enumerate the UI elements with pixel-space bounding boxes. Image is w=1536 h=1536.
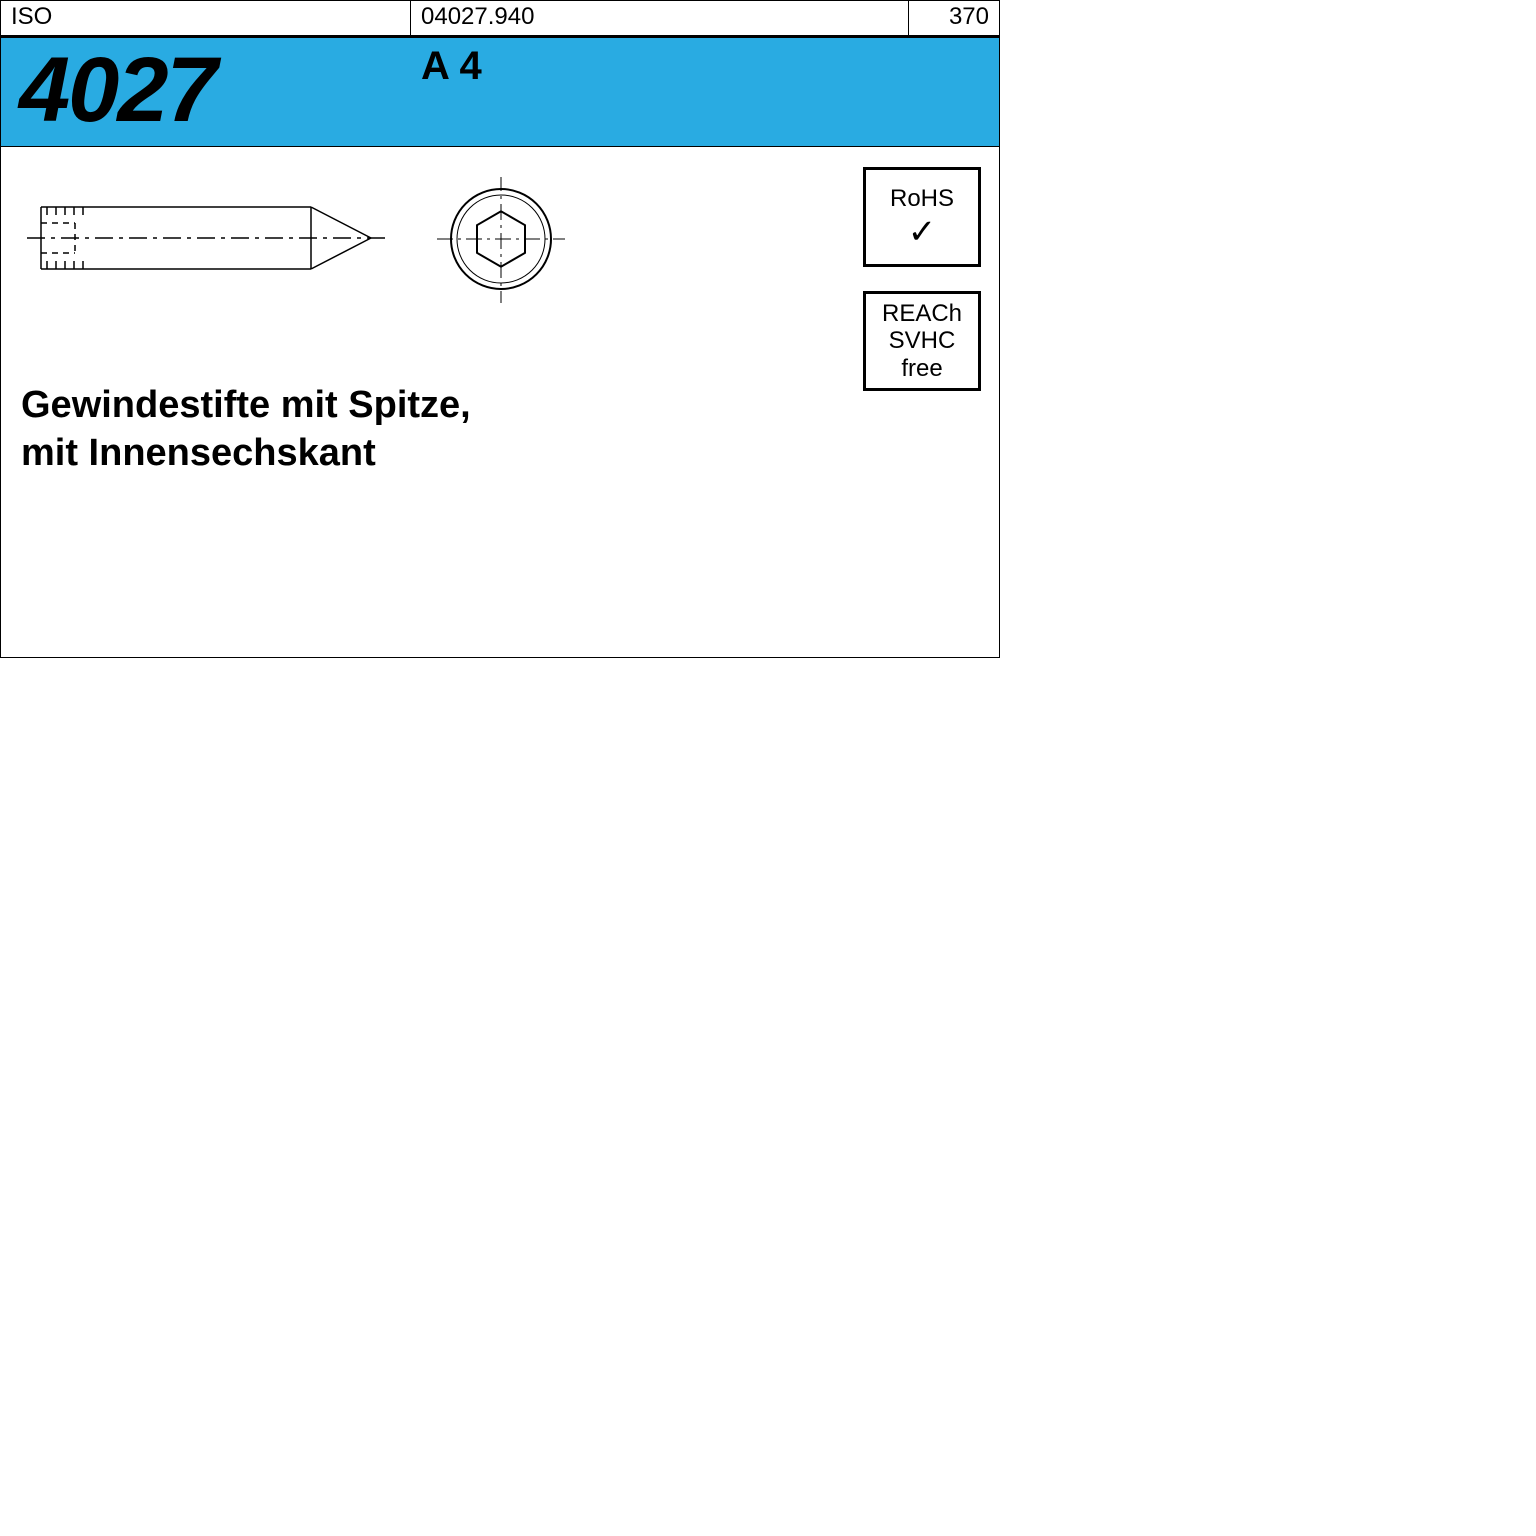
- rohs-badge: RoHS ✓: [863, 167, 981, 267]
- reach-line-1: REACh: [882, 300, 962, 328]
- reach-line-3: free: [901, 355, 942, 383]
- reach-line-2: SVHC: [889, 327, 956, 355]
- description-line-2: mit Innensechskant: [21, 432, 376, 474]
- title-band: 4027 A 4: [1, 38, 999, 147]
- header-row: ISO 04027.940 370: [1, 1, 999, 38]
- standard-number-cell: 4027: [1, 38, 411, 146]
- material-cell: A 4: [411, 38, 999, 146]
- header-standard-label: ISO: [1, 1, 411, 35]
- check-icon: ✓: [908, 215, 937, 249]
- technical-drawing: [21, 177, 581, 307]
- reach-badge: REACh SVHC free: [863, 291, 981, 391]
- rohs-label: RoHS: [890, 185, 954, 213]
- description-line-1: Gewindestifte mit Spitze,: [21, 384, 471, 426]
- datasheet-card: ISO 04027.940 370 4027 A 4 Gewindestifte…: [0, 0, 1000, 658]
- header-page-ref: 370: [909, 1, 999, 35]
- compliance-badges: RoHS ✓ REACh SVHC free: [863, 167, 981, 391]
- body-area: Gewindestifte mit Spitze, mit Innensechs…: [1, 147, 999, 657]
- product-description: Gewindestifte mit Spitze, mit Innensechs…: [21, 382, 471, 477]
- standard-number: 4027: [19, 44, 401, 136]
- material-grade: A 4: [421, 44, 989, 89]
- header-article-code: 04027.940: [411, 1, 909, 35]
